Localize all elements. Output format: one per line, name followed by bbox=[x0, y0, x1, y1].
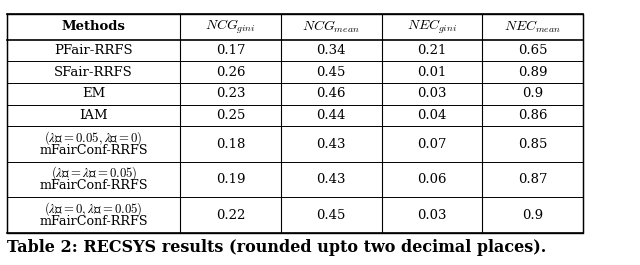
Text: 0.04: 0.04 bbox=[417, 109, 447, 122]
Text: IAM: IAM bbox=[79, 109, 108, 122]
Text: 0.34: 0.34 bbox=[317, 44, 346, 57]
Text: 0.06: 0.06 bbox=[417, 173, 447, 186]
Text: 0.07: 0.07 bbox=[417, 138, 447, 151]
Text: 0.45: 0.45 bbox=[317, 66, 346, 79]
Text: 0.03: 0.03 bbox=[417, 209, 447, 222]
Text: $(λ₁ = 0, λ₂ = 0.05)$: $(λ₁ = 0, λ₂ = 0.05)$ bbox=[44, 200, 143, 218]
Text: $NCG_{mean}$: $NCG_{mean}$ bbox=[303, 19, 360, 35]
Text: 0.65: 0.65 bbox=[518, 44, 548, 57]
Text: 0.46: 0.46 bbox=[317, 87, 346, 100]
Text: 0.43: 0.43 bbox=[317, 173, 346, 186]
Text: mFairConf-RRFS: mFairConf-RRFS bbox=[40, 215, 148, 228]
Text: 0.23: 0.23 bbox=[216, 87, 245, 100]
Text: $NEC_{mean}$: $NEC_{mean}$ bbox=[504, 19, 561, 35]
Text: 0.89: 0.89 bbox=[518, 66, 548, 79]
Text: 0.45: 0.45 bbox=[317, 209, 346, 222]
Text: $(λ₁ = λ₂ = 0.05)$: $(λ₁ = λ₂ = 0.05)$ bbox=[51, 165, 137, 182]
Text: 0.03: 0.03 bbox=[417, 87, 447, 100]
Text: 0.87: 0.87 bbox=[518, 173, 548, 186]
Text: 0.18: 0.18 bbox=[216, 138, 245, 151]
Text: 0.21: 0.21 bbox=[417, 44, 447, 57]
Text: mFairConf-RRFS: mFairConf-RRFS bbox=[40, 144, 148, 157]
Text: 0.9: 0.9 bbox=[522, 87, 543, 100]
Text: 0.22: 0.22 bbox=[216, 209, 245, 222]
Text: EM: EM bbox=[82, 87, 106, 100]
Text: 0.9: 0.9 bbox=[522, 209, 543, 222]
Text: 0.01: 0.01 bbox=[417, 66, 447, 79]
Text: $(λ₁ = 0.05, λ₂ = 0)$: $(λ₁ = 0.05, λ₂ = 0)$ bbox=[44, 129, 143, 147]
Text: $NCG_{gini}$: $NCG_{gini}$ bbox=[205, 18, 256, 36]
Text: PFair-RRFS: PFair-RRFS bbox=[54, 44, 133, 57]
Text: Methods: Methods bbox=[62, 20, 125, 33]
Text: 0.85: 0.85 bbox=[518, 138, 547, 151]
Text: 0.19: 0.19 bbox=[216, 173, 245, 186]
Text: $NEC_{gini}$: $NEC_{gini}$ bbox=[407, 18, 457, 36]
Text: 0.25: 0.25 bbox=[216, 109, 245, 122]
Text: mFairConf-RRFS: mFairConf-RRFS bbox=[40, 179, 148, 192]
Text: 0.86: 0.86 bbox=[518, 109, 548, 122]
Text: 0.26: 0.26 bbox=[216, 66, 245, 79]
Text: 0.44: 0.44 bbox=[317, 109, 346, 122]
Text: Table 2: RECSYS results (rounded upto two decimal places).: Table 2: RECSYS results (rounded upto tw… bbox=[8, 239, 547, 256]
Text: 0.43: 0.43 bbox=[317, 138, 346, 151]
Text: 0.17: 0.17 bbox=[216, 44, 245, 57]
Text: SFair-RRFS: SFair-RRFS bbox=[54, 66, 133, 79]
